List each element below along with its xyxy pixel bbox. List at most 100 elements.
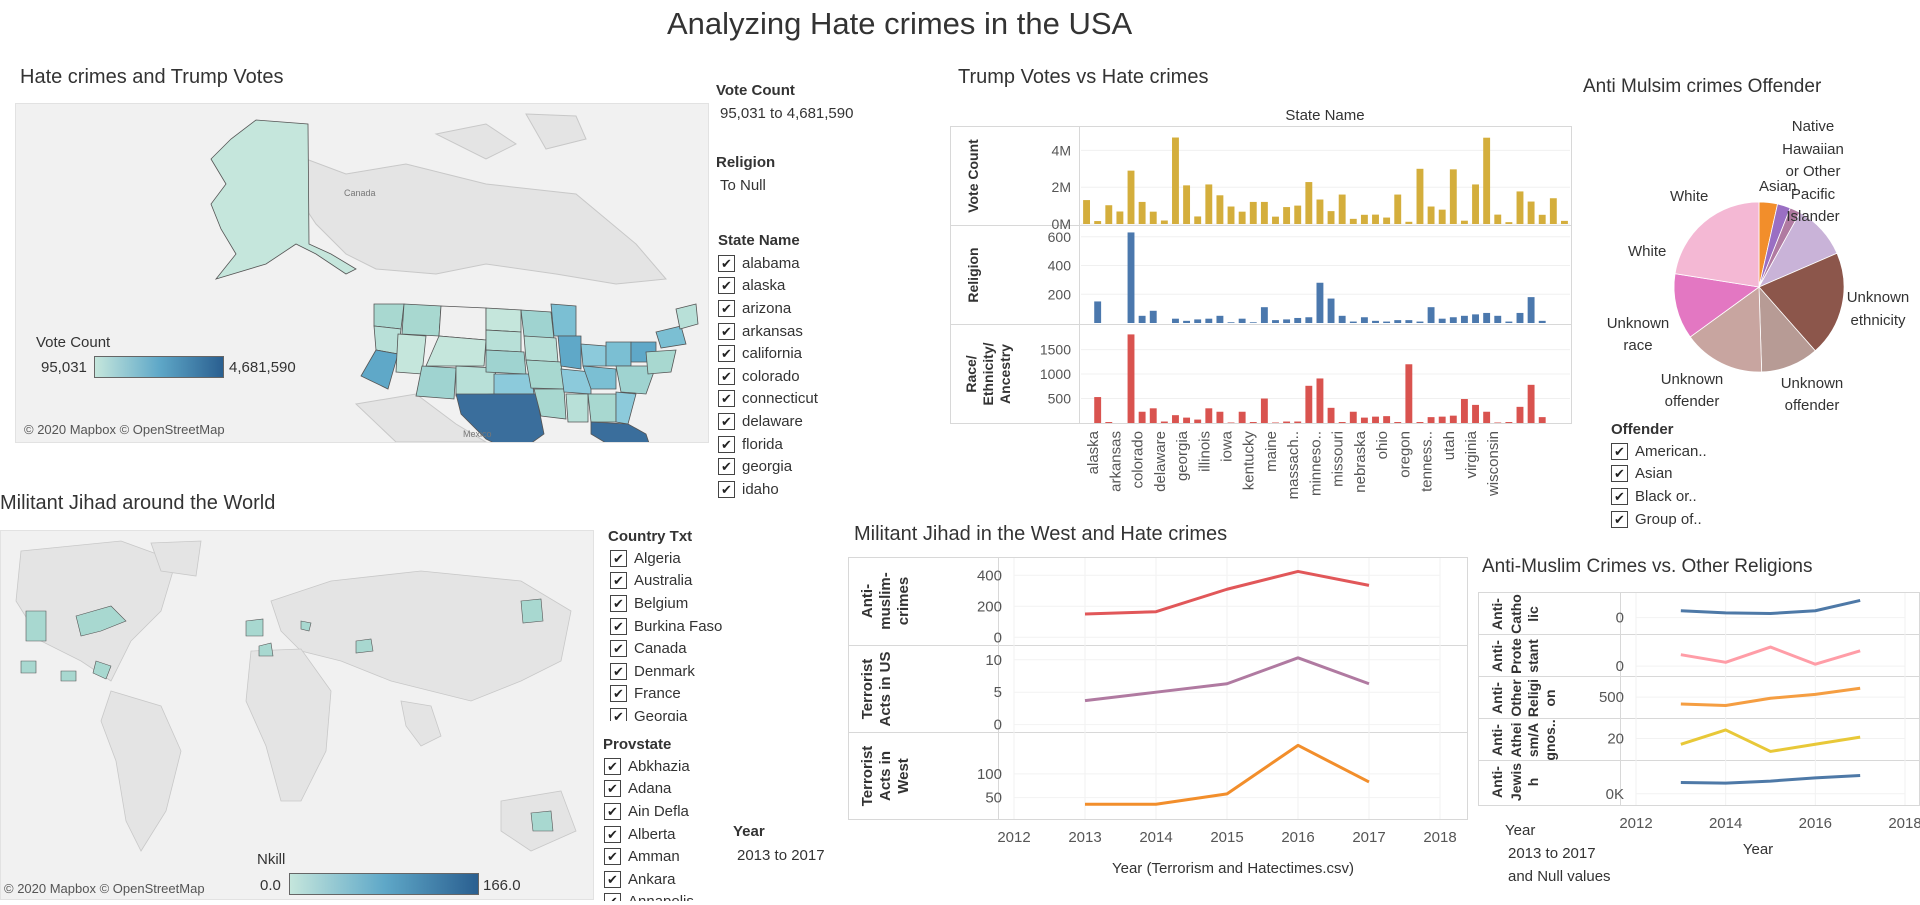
country-option[interactable]: ✔ Burkina Faso bbox=[610, 615, 750, 638]
antimuslim-chart[interactable]: 0 0 500 20 0K 2012 2014 2016 2018 Anti- Catho l… bbox=[1478, 590, 1920, 860]
provstate-option[interactable]: ✔ Alberta bbox=[604, 823, 744, 846]
year-filter-value[interactable]: 2013 to 2017 bbox=[737, 847, 825, 864]
world-map[interactable] bbox=[0, 530, 594, 900]
country-option[interactable]: ✔ France bbox=[610, 683, 750, 706]
antimuslim-y-ticks: 0 0 500 20 0K bbox=[1599, 610, 1624, 803]
race-bar bbox=[1149, 408, 1157, 423]
country-option[interactable]: ✔ Australia bbox=[610, 570, 750, 593]
pie-chart[interactable]: White White Asian Native Hawaiian or Oth… bbox=[1580, 112, 1920, 422]
checkbox[interactable]: ✔ bbox=[718, 390, 735, 408]
checkbox[interactable]: ✔ bbox=[1611, 510, 1628, 528]
anti-other-religion-pane-label: Anti- Other Religi on bbox=[1489, 679, 1558, 717]
state-option[interactable]: ✔ alaska bbox=[718, 275, 858, 298]
race-bar bbox=[1294, 421, 1302, 423]
state-option[interactable]: ✔ idaho bbox=[718, 478, 858, 498]
checkbox[interactable]: ✔ bbox=[718, 435, 735, 453]
provstate-option[interactable]: ✔ Amman bbox=[604, 845, 744, 868]
religion-bar bbox=[1505, 321, 1513, 323]
checkbox[interactable]: ✔ bbox=[1611, 442, 1628, 460]
state-option[interactable]: ✔ alabama bbox=[718, 252, 858, 275]
checkbox[interactable]: ✔ bbox=[610, 617, 627, 635]
race-bar bbox=[1416, 422, 1424, 423]
offender-option[interactable]: ✔ Asian bbox=[1611, 463, 1751, 486]
vote-count-filter-value[interactable]: 95,031 to 4,681,590 bbox=[720, 105, 854, 122]
trump-chart[interactable]: State Name Vote Count Religion Race/ Eth… bbox=[950, 102, 1572, 502]
pie-label: Unknown bbox=[1847, 289, 1910, 306]
state-option[interactable]: ✔ delaware bbox=[718, 410, 858, 433]
svg-text:Anti-: Anti- bbox=[1489, 766, 1505, 798]
state-option[interactable]: ✔ connecticut bbox=[718, 388, 858, 411]
race-bar bbox=[1483, 411, 1491, 423]
svg-text:Anti-: Anti- bbox=[1489, 724, 1505, 756]
checkbox[interactable]: ✔ bbox=[604, 870, 621, 888]
checkbox[interactable]: ✔ bbox=[718, 345, 735, 363]
checkbox[interactable]: ✔ bbox=[610, 662, 627, 680]
provstate-option[interactable]: ✔ Annapolis bbox=[604, 891, 744, 901]
checkbox[interactable]: ✔ bbox=[718, 322, 735, 340]
provstate-option[interactable]: ✔ Adana bbox=[604, 778, 744, 801]
checkbox[interactable]: ✔ bbox=[718, 277, 735, 295]
provstate-option-label: Ain Defla bbox=[628, 802, 689, 820]
antimuslim-year-filter-value[interactable]: 2013 to 2017 bbox=[1508, 845, 1596, 862]
checkbox[interactable]: ✔ bbox=[604, 893, 621, 901]
offender-option[interactable]: ✔ American.. bbox=[1611, 440, 1751, 463]
provstate-option[interactable]: ✔ Ain Defla bbox=[604, 800, 744, 823]
checkbox[interactable]: ✔ bbox=[610, 594, 627, 612]
country-option[interactable]: ✔ Algeria bbox=[610, 547, 750, 570]
us-states[interactable] bbox=[360, 303, 699, 480]
checkbox[interactable]: ✔ bbox=[718, 299, 735, 317]
checkbox[interactable]: ✔ bbox=[604, 780, 621, 798]
offender-option[interactable]: ✔ Black or.. bbox=[1611, 485, 1751, 508]
state-option[interactable]: ✔ california bbox=[718, 342, 858, 365]
anti-catholic-pane-label: Anti- Catho lic bbox=[1489, 594, 1541, 634]
offender-option[interactable]: ✔ Group of.. bbox=[1611, 508, 1751, 531]
checkbox[interactable]: ✔ bbox=[718, 412, 735, 430]
religion-bar bbox=[1438, 318, 1446, 323]
country-option-label: Australia bbox=[634, 572, 693, 590]
provstate-option[interactable]: ✔ Ankara bbox=[604, 868, 744, 891]
checkbox[interactable]: ✔ bbox=[604, 757, 621, 775]
checkbox[interactable]: ✔ bbox=[604, 802, 621, 820]
checkbox[interactable]: ✔ bbox=[604, 825, 621, 843]
x-tick-label: minneso.. bbox=[1307, 431, 1324, 496]
state-option[interactable]: ✔ arkansas bbox=[718, 320, 858, 343]
jihad-pane-labels: Anti- muslim- crimes Terrorist Acts in U… bbox=[859, 572, 912, 806]
country-option[interactable]: ✔ Georgia bbox=[610, 705, 750, 721]
state-option[interactable]: ✔ colorado bbox=[718, 365, 858, 388]
checkbox[interactable]: ✔ bbox=[610, 640, 627, 658]
checkbox[interactable]: ✔ bbox=[1611, 465, 1628, 483]
world-highlighted-countries[interactable] bbox=[20, 598, 554, 832]
alaska-state[interactable] bbox=[210, 119, 357, 280]
x-tick-label: delaware bbox=[1152, 431, 1169, 492]
country-option[interactable]: ✔ Belgium bbox=[610, 592, 750, 615]
checkbox[interactable]: ✔ bbox=[718, 458, 735, 476]
race-bar bbox=[1527, 384, 1535, 423]
checkbox[interactable]: ✔ bbox=[610, 685, 627, 703]
provstate-option[interactable]: ✔ Abkhazia bbox=[604, 755, 744, 778]
religion-filter-value[interactable]: To Null bbox=[720, 177, 766, 194]
jihad-chart[interactable]: 0 200 400 0 5 10 50 100 2012 2013 2014 2015 2016 201… bbox=[848, 555, 1468, 890]
checkbox[interactable]: ✔ bbox=[1611, 487, 1628, 505]
checkbox[interactable]: ✔ bbox=[718, 254, 735, 272]
race-bar bbox=[1127, 334, 1135, 423]
country-option[interactable]: ✔ Canada bbox=[610, 637, 750, 660]
religion-bar bbox=[1183, 320, 1191, 323]
country-filter-list[interactable]: ✔ Algeria ✔ Australia ✔ Belgium ✔ Burkina Fa… bbox=[610, 547, 750, 721]
state-name-filter-list[interactable]: ✔ alabama ✔ alaska ✔ arizona ✔ arkansas ✔ cal… bbox=[718, 252, 858, 498]
jihad-chart-lines bbox=[1084, 569, 1370, 806]
state-option[interactable]: ✔ arizona bbox=[718, 297, 858, 320]
checkbox[interactable]: ✔ bbox=[718, 367, 735, 385]
checkbox[interactable]: ✔ bbox=[718, 480, 735, 498]
provstate-filter-list[interactable]: ✔ Abkhazia ✔ Adana ✔ Ain Defla ✔ Alberta ✔ Am… bbox=[604, 755, 744, 901]
checkbox[interactable]: ✔ bbox=[610, 549, 627, 567]
state-option[interactable]: ✔ florida bbox=[718, 433, 858, 456]
offender-legend-list[interactable]: ✔ American.. ✔ Asian ✔ Black or.. ✔ Group of… bbox=[1611, 440, 1751, 532]
provstate-option-label: Alberta bbox=[628, 825, 676, 843]
state-option[interactable]: ✔ georgia bbox=[718, 455, 858, 478]
country-option[interactable]: ✔ Denmark bbox=[610, 660, 750, 683]
antimuslim-year-filter-value2[interactable]: and Null values bbox=[1508, 868, 1611, 885]
checkbox[interactable]: ✔ bbox=[610, 707, 627, 721]
checkbox[interactable]: ✔ bbox=[604, 848, 621, 866]
checkbox[interactable]: ✔ bbox=[610, 572, 627, 590]
us-map[interactable]: Canada Mexico bbox=[15, 103, 709, 480]
